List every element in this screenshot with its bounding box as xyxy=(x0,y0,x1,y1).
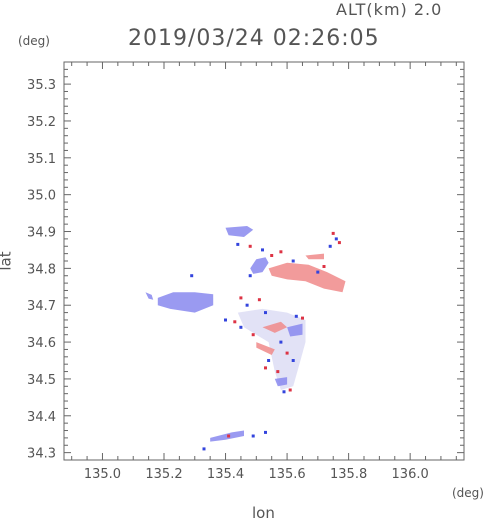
echo-speckle-5 xyxy=(291,259,295,263)
altitude-label: ALT(km) 2.0 xyxy=(336,0,443,19)
echo-speckle-0 xyxy=(236,242,240,246)
echo-speckle-18 xyxy=(239,325,243,329)
echo-speckle-2 xyxy=(261,248,264,252)
y-tick-label: 35.3 xyxy=(27,78,56,93)
echo-speckle-19 xyxy=(251,333,255,337)
echo-speckle-16 xyxy=(224,318,227,322)
echo-region-approaching-9 xyxy=(287,323,303,337)
y-tick-label: 34.5 xyxy=(27,373,56,388)
y-tick-label: 34.6 xyxy=(27,336,56,351)
echo-speckle-15 xyxy=(264,311,267,315)
echo-speckle-7 xyxy=(334,237,338,241)
x-tick-label: 135.2 xyxy=(145,467,182,482)
x-tick-label: 136.0 xyxy=(392,467,429,482)
echo-speckle-13 xyxy=(245,303,249,307)
echo-speckle-31 xyxy=(251,434,255,438)
tick-layer: 135.0 135.2 135.4 135.6 135.8 136.0 34.3 34.4 34… xyxy=(27,61,464,482)
echo-speckle-20 xyxy=(294,314,298,318)
echo-region-approaching-3 xyxy=(250,257,269,274)
echo-speckle-35 xyxy=(248,274,252,278)
y-tick-label: 34.9 xyxy=(27,226,56,241)
x-axis-label: lon xyxy=(252,504,275,522)
y-tick-label: 34.7 xyxy=(27,299,56,314)
y-tick-label: 35.1 xyxy=(27,152,56,167)
echo-region-receding-7 xyxy=(262,321,288,333)
echo-speckle-11 xyxy=(316,270,320,274)
echo-speckle-4 xyxy=(279,250,283,254)
echo-speckle-28 xyxy=(282,390,286,394)
echo-speckle-23 xyxy=(285,351,289,355)
echo-speckle-33 xyxy=(264,430,267,434)
x-axis-unit: (deg) xyxy=(452,486,484,500)
data-layer xyxy=(145,226,346,451)
echo-speckle-10 xyxy=(322,265,326,268)
echo-region-approaching-0 xyxy=(145,292,154,300)
x-tick-label: 135.0 xyxy=(84,467,121,482)
echo-region-receding-8 xyxy=(256,342,275,355)
echo-region-receding-4 xyxy=(268,262,346,293)
echo-speckle-14 xyxy=(257,298,261,302)
echo-speckle-34 xyxy=(190,274,194,278)
x-tick-label: 135.4 xyxy=(207,467,244,482)
x-tick-label: 135.8 xyxy=(330,467,367,482)
y-axis-unit: (deg) xyxy=(18,34,50,48)
echo-region-approaching-1 xyxy=(157,292,214,313)
y-tick-label: 35.2 xyxy=(27,115,56,130)
y-tick-label: 35.0 xyxy=(27,189,56,204)
echo-speckle-29 xyxy=(288,388,292,392)
echo-speckle-21 xyxy=(301,316,304,320)
echo-region-approaching-10 xyxy=(274,377,288,387)
echo-speckle-6 xyxy=(331,231,335,235)
echo-speckle-9 xyxy=(328,244,332,248)
y-tick-label: 34.8 xyxy=(27,262,56,277)
y-tick-label: 34.3 xyxy=(27,447,56,462)
echo-speckle-27 xyxy=(276,370,280,374)
echo-speckle-3 xyxy=(270,254,274,257)
x-tick-label: 135.6 xyxy=(268,467,305,482)
echo-speckle-25 xyxy=(264,366,267,370)
echo-speckle-22 xyxy=(279,340,283,344)
echo-speckle-24 xyxy=(267,359,271,362)
echo-speckle-17 xyxy=(233,320,237,324)
echo-speckle-1 xyxy=(248,244,252,248)
echo-speckle-12 xyxy=(239,296,243,300)
echo-region-approaching-2 xyxy=(225,226,254,237)
timestamp-label: 2019/03/24 02:26:05 xyxy=(128,26,380,51)
y-tick-label: 34.4 xyxy=(27,410,56,425)
echo-region-receding-5 xyxy=(305,253,324,260)
echo-speckle-8 xyxy=(337,241,341,245)
echo-speckle-26 xyxy=(291,359,295,362)
echo-speckle-32 xyxy=(227,434,231,438)
echo-speckle-30 xyxy=(202,447,206,451)
